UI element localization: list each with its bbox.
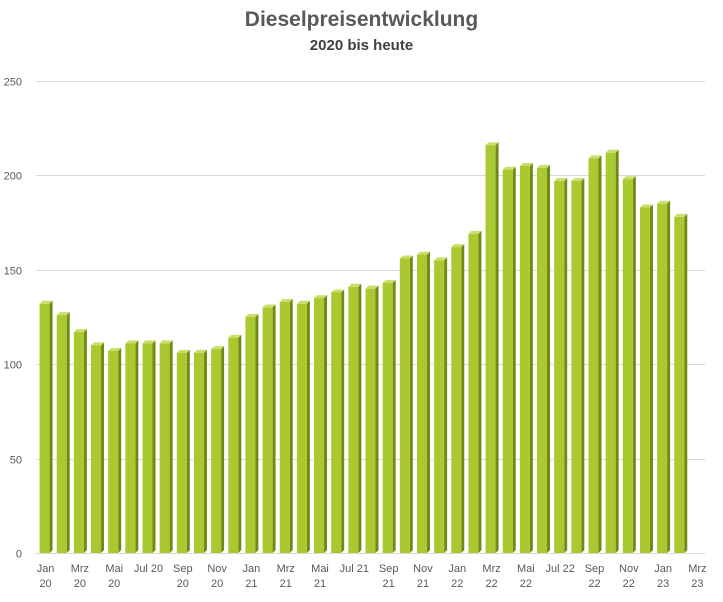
bar: [193, 349, 207, 553]
x-axis-ticks: Jan 20 Mrz 20 Mai 20 Jul 20 Sep 20 Nov 20 Jan 21 Mrz 2…: [37, 563, 707, 590]
x-tick-label: Jan 21: [243, 563, 261, 590]
bar: [451, 244, 465, 554]
bar: [519, 162, 533, 553]
x-tick-label: Nov 21: [413, 563, 433, 590]
bar: [571, 178, 585, 553]
x-tick-label: Sep 21: [379, 563, 399, 590]
bar: [245, 314, 259, 553]
x-tick-label: Mai 22: [517, 563, 535, 590]
bar: [365, 285, 379, 553]
bar: [142, 340, 156, 553]
y-tick-label: 100: [4, 360, 22, 372]
bar: [56, 312, 70, 553]
bars: [39, 142, 688, 554]
bar: [73, 329, 87, 553]
bar: [588, 155, 602, 553]
bar: [468, 230, 482, 554]
bar: [262, 304, 276, 553]
y-tick-label: 0: [16, 549, 22, 561]
x-tick-label: Mai 20: [105, 563, 123, 590]
bar: [296, 300, 310, 553]
bar: [622, 176, 636, 553]
bar: [159, 340, 173, 553]
x-tick-label: Jul 21: [340, 563, 369, 575]
y-tick-label: 50: [10, 455, 22, 467]
x-tick-label: Jul 22: [546, 563, 575, 575]
bar: [554, 178, 568, 553]
bar: [639, 204, 653, 553]
x-tick-label: Mrz 21: [277, 563, 295, 590]
bar: [502, 166, 516, 553]
bar: [382, 280, 396, 553]
chart-subtitle: 2020 bis heute: [309, 37, 414, 54]
bar: [125, 340, 139, 553]
x-tick-label: Mrz 23: [688, 563, 706, 590]
x-tick-label: Nov 20: [207, 563, 227, 590]
x-tick-label: Mai 21: [311, 563, 329, 590]
bar: [211, 346, 225, 553]
bar: [399, 255, 413, 554]
bar: [176, 349, 190, 553]
bar: [605, 149, 619, 553]
x-tick-label: Jan 22: [448, 563, 466, 590]
bar: [39, 300, 53, 553]
x-tick-label: Jan 20: [37, 563, 55, 590]
bar: [485, 142, 499, 553]
bar: [279, 298, 293, 553]
bar: [108, 347, 122, 553]
y-tick-label: 250: [4, 77, 22, 89]
bar: [314, 295, 328, 553]
y-tick-label: 200: [4, 171, 22, 183]
bar: [657, 200, 671, 553]
x-tick-label: Jul 20: [134, 563, 163, 575]
bar: [434, 257, 448, 553]
x-tick-label: Jan 23: [654, 563, 672, 590]
bar: [348, 283, 362, 553]
y-tick-label: 150: [4, 266, 22, 278]
y-axis-ticks: 0 50 100 150 200 250: [4, 77, 22, 561]
bar: [91, 342, 105, 553]
bar: [537, 164, 551, 553]
x-tick-label: Mrz 20: [71, 563, 89, 590]
chart-title: Dieselpreisentwicklung: [244, 8, 479, 31]
x-tick-label: Sep 22: [585, 563, 605, 590]
bar: [416, 251, 430, 554]
x-tick-label: Mrz 22: [482, 563, 500, 590]
bar: [331, 289, 345, 553]
x-tick-label: Sep 20: [173, 563, 193, 590]
x-tick-label: Nov 22: [619, 563, 639, 590]
bar: [674, 213, 688, 553]
bar: [228, 334, 242, 553]
